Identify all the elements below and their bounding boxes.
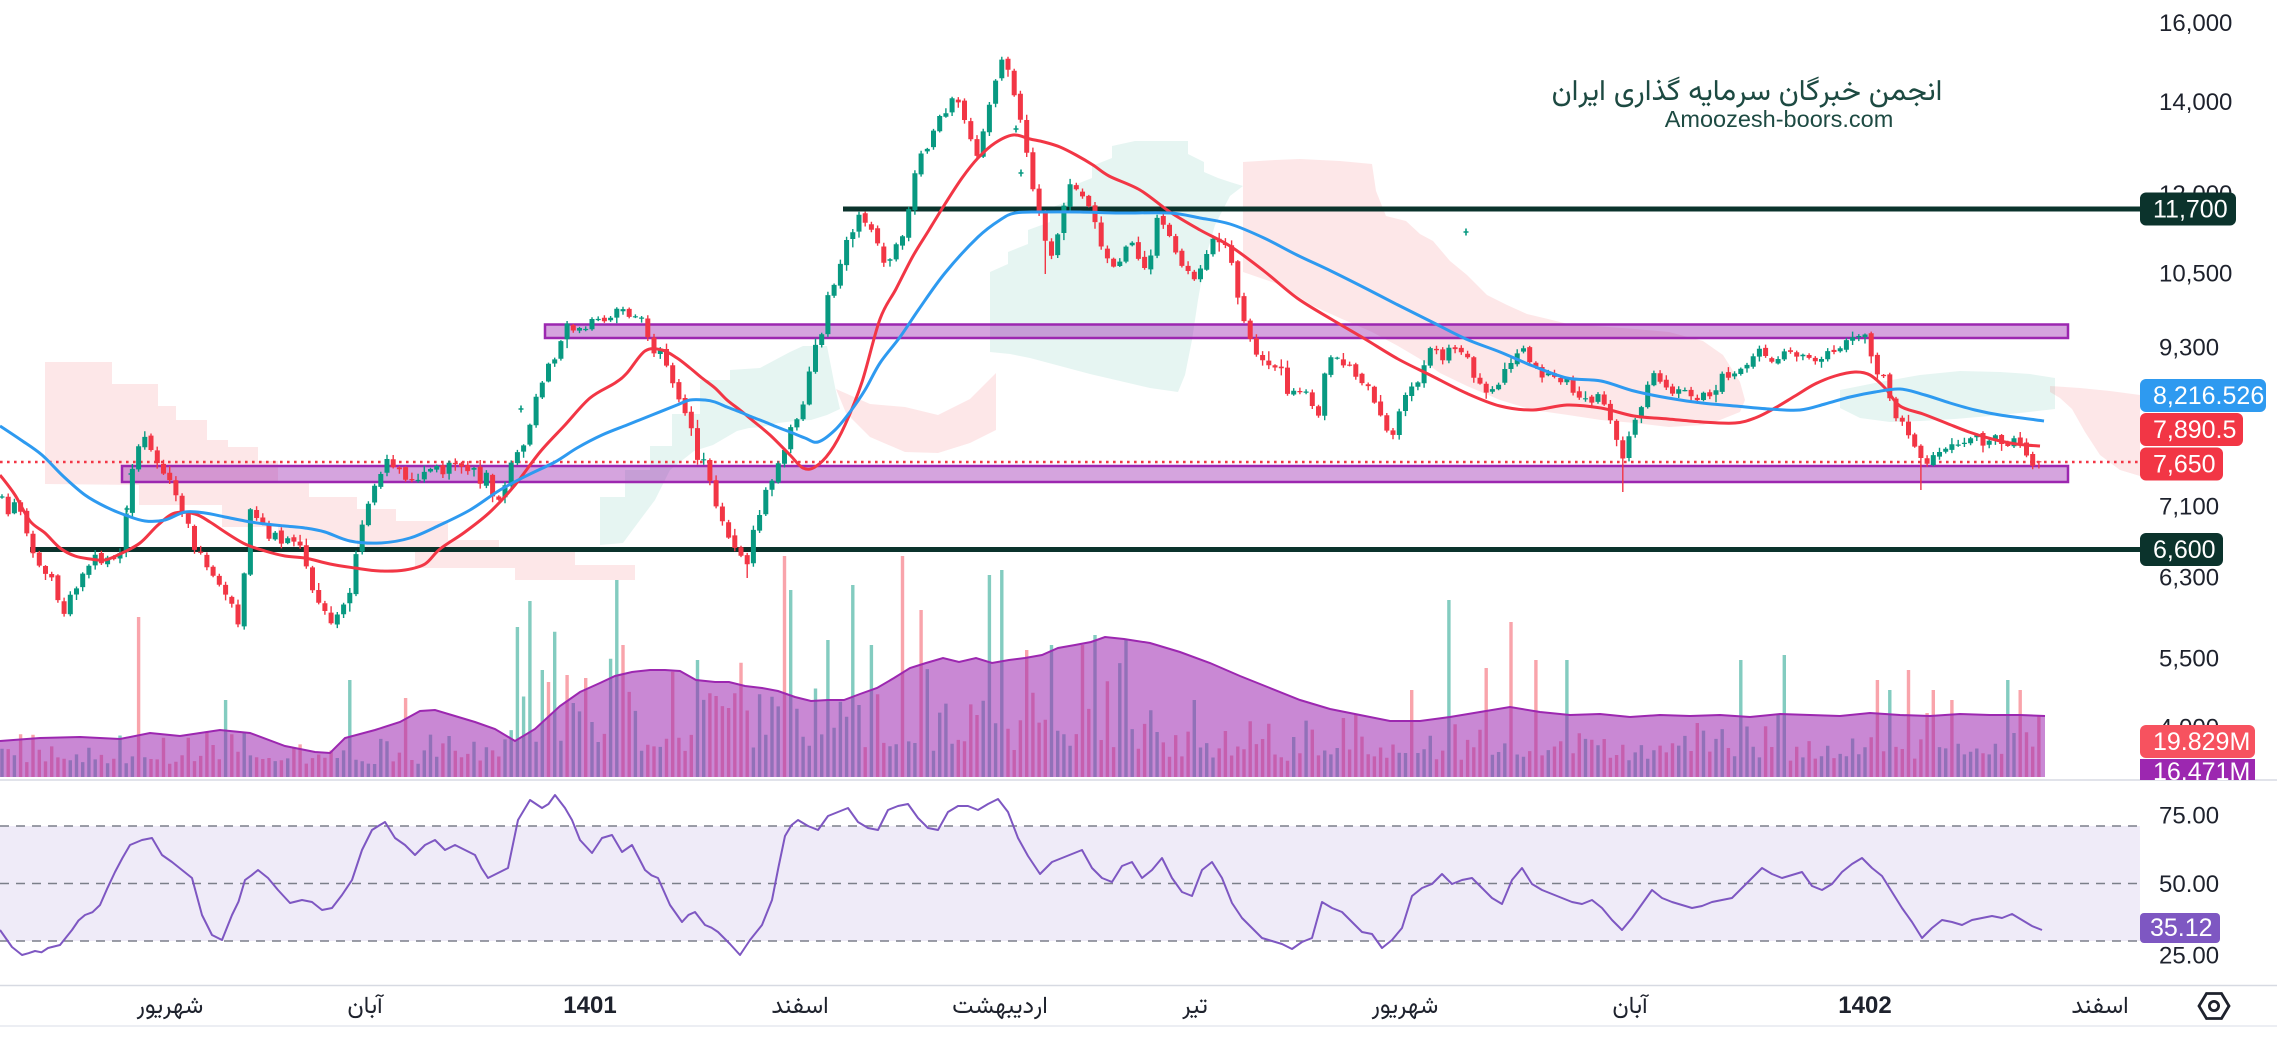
svg-text:Amoozesh-boors.com: Amoozesh-boors.com [1665, 106, 1894, 132]
svg-text:5,500: 5,500 [2159, 646, 2219, 673]
svg-text:11,700: 11,700 [2153, 196, 2228, 224]
svg-text:50.00: 50.00 [2159, 871, 2219, 898]
svg-text:19.829M: 19.829M [2153, 728, 2250, 756]
svg-text:6,600: 6,600 [2153, 536, 2216, 564]
svg-text:7,650: 7,650 [2153, 451, 2216, 479]
svg-text:8,216.526: 8,216.526 [2153, 382, 2264, 410]
svg-text:1401: 1401 [563, 992, 616, 1019]
svg-text:6,300: 6,300 [2159, 565, 2219, 592]
svg-text:16,000: 16,000 [2159, 10, 2232, 37]
svg-text:35.12: 35.12 [2150, 914, 2213, 942]
svg-text:16.471M: 16.471M [2153, 758, 2250, 786]
svg-text:7,100: 7,100 [2159, 494, 2219, 521]
svg-text:25.00: 25.00 [2159, 943, 2219, 970]
svg-text:1402: 1402 [1838, 992, 1891, 1019]
svg-text:75.00: 75.00 [2159, 803, 2219, 830]
svg-text:10,500: 10,500 [2159, 261, 2232, 288]
svg-text:7,890.5: 7,890.5 [2153, 416, 2236, 444]
svg-text:14,000: 14,000 [2159, 89, 2232, 116]
svg-text:9,300: 9,300 [2159, 335, 2219, 362]
